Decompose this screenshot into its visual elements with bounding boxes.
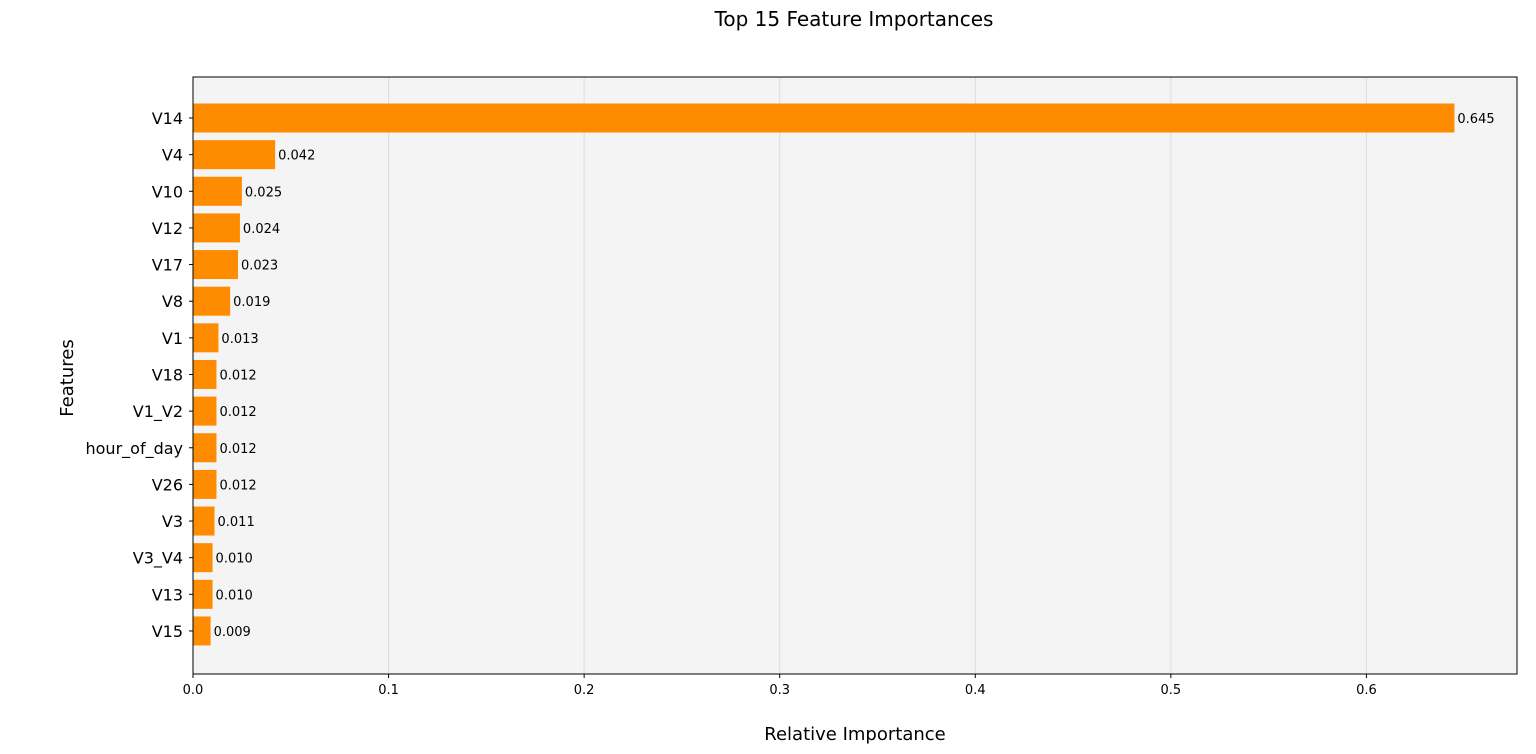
x-tick-label: 0.0 — [183, 683, 204, 698]
y-tick-label: V1_V2 — [133, 402, 183, 422]
x-tick-label: 0.5 — [1160, 683, 1181, 698]
y-tick-label: V13 — [152, 585, 183, 604]
y-tick-label: V8 — [162, 292, 183, 311]
bar-value-label: 0.009 — [214, 625, 251, 640]
bar-v1 — [193, 323, 219, 353]
x-tick-label: 0.2 — [574, 683, 595, 698]
x-tick-label: 0.6 — [1356, 683, 1377, 698]
x-axis-ticks: 0.0 0.1 0.2 0.3 0.4 0.5 0.6 — [183, 674, 1377, 698]
bar-v3 — [193, 506, 215, 536]
bar-value-labels: 0.645 0.042 0.025 0.024 0.023 0.019 0.013 0.012… — [214, 112, 1495, 640]
bar-value-label: 0.012 — [219, 442, 256, 457]
bar-value-label: 0.024 — [243, 222, 280, 237]
bar-value-label: 0.010 — [216, 588, 253, 603]
x-tick-label: 0.3 — [769, 683, 790, 698]
y-tick-label: V17 — [152, 256, 183, 275]
bar-hour-of-day — [193, 433, 217, 463]
bar-v18 — [193, 359, 217, 389]
bar-value-label: 0.012 — [219, 478, 256, 493]
bar-value-label: 0.010 — [216, 552, 253, 567]
y-tick-label: V15 — [152, 622, 183, 641]
y-axis-label: Features — [57, 339, 78, 416]
y-tick-label: V12 — [152, 219, 183, 238]
bar-v8 — [193, 286, 231, 316]
y-axis-ticks: V14 V4 V10 V12 V17 V8 V1 V18 V1_V2 hour_of_day V26… — [86, 109, 193, 641]
bar-v3-v4 — [193, 543, 213, 573]
bar-value-label: 0.025 — [245, 185, 282, 200]
bar-v13 — [193, 579, 213, 609]
bar-v26 — [193, 469, 217, 499]
bar-v17 — [193, 250, 238, 280]
y-tick-label: V3_V4 — [133, 549, 183, 569]
bar-value-label: 0.645 — [1457, 112, 1494, 127]
grid-lines — [192, 77, 1367, 674]
bar-value-label: 0.012 — [219, 405, 256, 420]
plot-area — [193, 77, 1517, 674]
bar-v1-v2 — [193, 396, 217, 426]
x-axis-label: Relative Importance — [764, 724, 945, 745]
bar-value-label: 0.013 — [221, 332, 258, 347]
bar-v10 — [193, 176, 242, 206]
bar-value-label: 0.042 — [278, 149, 315, 164]
chart-title: Top 15 Feature Importances — [714, 7, 994, 31]
bar-v4 — [193, 140, 276, 170]
bar-value-label: 0.019 — [233, 295, 270, 310]
bar-v15 — [193, 616, 211, 646]
x-tick-label: 0.1 — [378, 683, 399, 698]
bar-v12 — [193, 213, 240, 243]
y-tick-label: V10 — [152, 182, 183, 201]
y-tick-label: V18 — [152, 365, 183, 384]
bar-value-label: 0.012 — [219, 368, 256, 383]
y-tick-label: V3 — [162, 512, 183, 531]
y-tick-label: V4 — [162, 146, 183, 165]
x-tick-label: 0.4 — [965, 683, 986, 698]
bar-value-label: 0.011 — [218, 515, 255, 530]
bar-value-label: 0.023 — [241, 259, 278, 274]
plot-frame — [192, 76, 1518, 675]
bars — [193, 103, 1455, 646]
bar-v14 — [193, 103, 1455, 133]
y-tick-label: hour_of_day — [86, 439, 184, 459]
y-tick-label: V14 — [152, 109, 183, 128]
y-tick-label: V1 — [162, 329, 183, 348]
y-tick-label: V26 — [152, 475, 183, 494]
